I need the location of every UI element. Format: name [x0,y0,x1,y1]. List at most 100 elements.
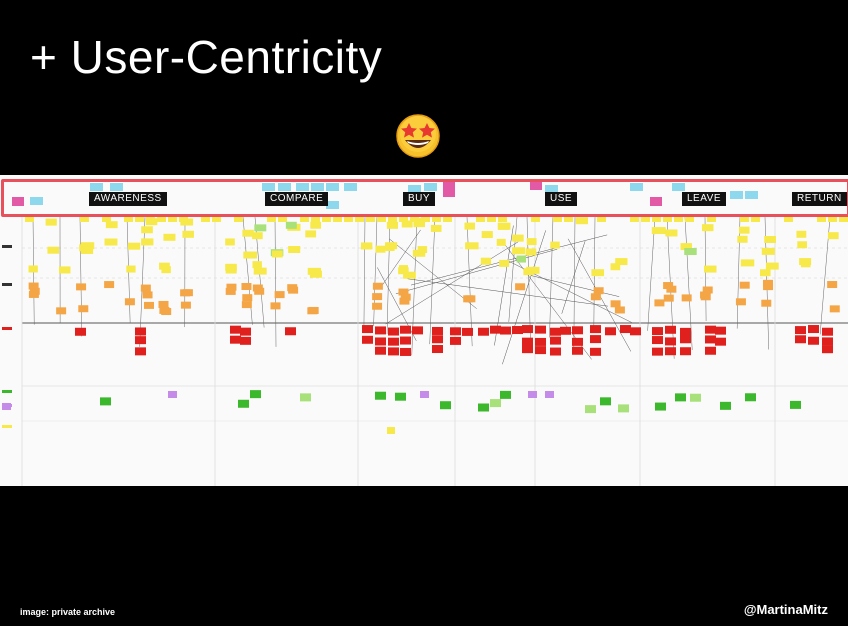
sticky-note-red [535,337,546,346]
sticky-note-green [395,392,406,401]
sticky-note-orange [590,293,601,301]
sticky-note-red [590,347,601,356]
sticky-note-yellow [796,230,807,238]
sticky-note-yellow [355,215,364,222]
sticky-note-yellow [161,266,171,274]
row-label-mark [2,327,12,330]
connector-line [385,241,519,325]
sticky-note-green [238,399,249,408]
row-label-mark [2,283,12,286]
sticky-note-orange [761,299,772,307]
sticky-note-red [400,347,411,356]
sticky-note-red [388,347,399,356]
sticky-note-red [808,325,819,334]
sticky-note-yellow [309,270,322,278]
sticky-note-yellow [487,215,496,222]
star-struck-emoji-icon [396,114,440,158]
sticky-note-red [230,325,241,334]
sticky-note-yellow [751,215,760,222]
sticky-note-yellow [764,235,777,243]
sticky-note-green [500,390,511,399]
sticky-note-yellow [159,262,170,270]
sticky-note-green [250,390,261,399]
sticky-note-red [412,326,423,335]
sticky-note-yellow [163,233,176,241]
sticky-note-yellow [553,215,562,222]
sticky-note-yellow [652,215,661,222]
sticky-note-yellow [201,215,210,222]
row-label-mark [2,425,12,428]
sticky-note-yellow [707,215,716,222]
sticky-note-red [240,327,251,336]
sticky-note-yellow [784,215,793,222]
sticky-note-yellow [564,215,573,222]
sticky-note-yellow [254,224,267,232]
sticky-note-yellow [104,238,118,246]
sticky-note-orange [763,283,774,291]
sticky-note-yellow [80,215,89,222]
sticky-note-orange [182,289,193,297]
sticky-note-yellow [141,238,154,246]
author-handle: @MartinaMitz [743,602,828,617]
sticky-note-green [490,399,501,408]
sticky-note-yellow [797,241,808,249]
sticky-note-red [705,346,716,355]
sticky-note-red [388,327,399,336]
sticky-note-orange [76,283,87,291]
sticky-note-yellow [817,215,826,222]
sticky-note-green [655,402,666,411]
sticky-note-yellow [322,215,331,222]
sticky-note-yellow [360,242,373,250]
sticky-note-orange [287,284,298,292]
slide-title: + User-Centricity [30,31,383,83]
sticky-note-red [605,327,616,336]
sticky-note-yellow [413,220,426,228]
stage-label-return: RETURN [792,192,847,206]
stage-label-use: USE [545,192,578,206]
sticky-note-yellow [403,271,416,279]
sticky-note-orange [308,306,319,314]
sticky-note-yellow [344,215,353,222]
sticky-note-red [375,337,386,346]
sticky-note-red [135,327,146,336]
sticky-note-orange [700,293,711,301]
sticky-note-red [680,347,691,356]
sticky-note-red [808,336,819,345]
sticky-note-yellow [366,215,375,222]
sticky-note-green [300,393,311,402]
sticky-note-yellow [630,215,639,222]
connector-line [274,216,277,347]
sticky-note-blue [262,183,275,191]
sticky-note-red [375,346,386,355]
sticky-note-yellow [375,245,386,253]
sticky-note-yellow [531,215,540,222]
sticky-note-green [585,405,596,414]
sticky-note-yellow [25,215,34,222]
sticky-note-yellow [740,215,749,222]
sticky-note-red [795,326,806,335]
sticky-note-yellow [680,243,693,251]
sticky-note-yellow [827,232,839,240]
sticky-note-yellow [234,215,243,222]
sticky-note-yellow [179,215,188,222]
sticky-note-red [535,346,546,355]
sticky-note-yellow [499,259,510,267]
sticky-note-yellow [761,247,775,255]
sticky-note-yellow [242,229,254,237]
sticky-note-green [375,391,386,400]
sticky-note-orange [515,283,526,291]
sticky-note-yellow [839,215,848,222]
sticky-note-yellow [739,226,750,234]
sticky-note-orange [654,299,665,307]
sticky-note-red [535,325,546,334]
sticky-note-yellow [674,215,683,222]
sticky-note-red [590,335,601,344]
sticky-note-yellow [615,258,628,266]
sticky-note-orange [28,282,39,290]
sticky-note-red [550,347,561,356]
sticky-note-yellow [550,241,560,249]
sticky-note-orange [242,294,253,302]
sticky-note-orange [400,293,411,301]
row-label-mark [2,390,12,393]
sticky-note-yellow [497,222,511,230]
